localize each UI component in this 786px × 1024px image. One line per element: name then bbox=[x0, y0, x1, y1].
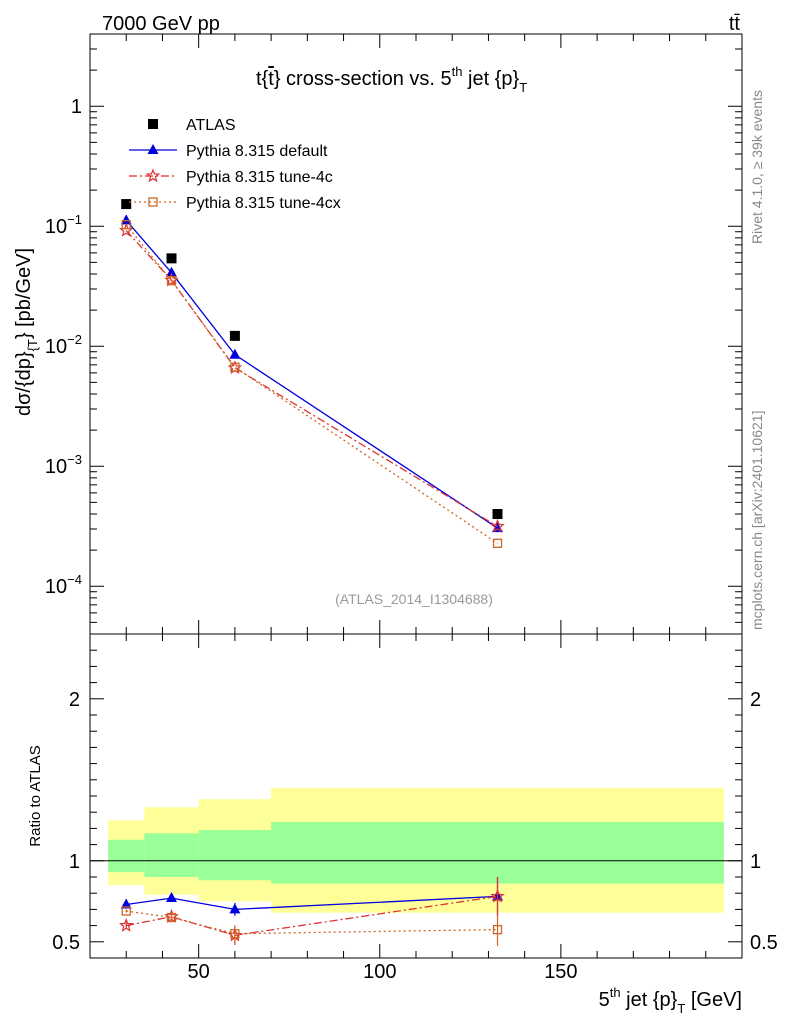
ratio-tick-label-right: 2 bbox=[750, 689, 761, 711]
series-0-point bbox=[166, 266, 177, 277]
ratio-2-point bbox=[121, 906, 131, 916]
series-1-point bbox=[490, 518, 505, 533]
plot-title: t{t} cross-section vs. 5th jet {p}T bbox=[256, 64, 527, 95]
rivet-label: Rivet 4.1.0, ≥ 39k events bbox=[749, 90, 765, 244]
legend-marker-1 bbox=[147, 144, 159, 154]
ratio-0-point bbox=[229, 903, 241, 914]
legend-label-2: Pythia 8.315 tune-4c bbox=[186, 169, 333, 186]
ratio-tick-label-left: 0.5 bbox=[52, 932, 80, 954]
svg-text:Ratio to ATLAS: Ratio to ATLAS bbox=[27, 745, 44, 846]
data-point bbox=[492, 509, 503, 519]
ratio-0-point bbox=[166, 892, 177, 903]
y-tick-label: 1 bbox=[71, 96, 82, 118]
legend: ATLAS Pythia 8.315 default Pythia 8.315 tu… bbox=[129, 117, 341, 212]
series-0-point bbox=[229, 348, 241, 359]
x-tick-label: 50 bbox=[188, 961, 210, 983]
band-green bbox=[198, 830, 272, 881]
ratio-line-2 bbox=[126, 910, 498, 935]
ratio-axis-label: Ratio to ATLAS bbox=[27, 745, 44, 846]
svg-text:dσ/{dp}{T} [pb/GeV]: dσ/{dp}{T} [pb/GeV] bbox=[13, 248, 40, 416]
ratio-tick-label-right: 0.5 bbox=[750, 932, 778, 954]
legend-marker-3 bbox=[148, 197, 158, 207]
ratio-1-point bbox=[118, 917, 134, 932]
ratio-line-0 bbox=[126, 895, 498, 911]
series-2-point bbox=[492, 538, 503, 548]
header-left: 7000 GeV pp bbox=[102, 13, 220, 35]
ratio-2-point bbox=[492, 925, 503, 935]
band-green bbox=[271, 821, 724, 884]
series-2-point bbox=[230, 362, 240, 372]
series-2-point bbox=[121, 220, 131, 230]
legend-marker-0 bbox=[148, 119, 158, 129]
x-axis-label: 5th jet {p}T [GeV] bbox=[599, 985, 742, 1016]
data-point bbox=[166, 253, 177, 264]
legend-label-1: Pythia 8.315 default bbox=[186, 143, 328, 160]
mcplots-label: mcplots.cern.ch [arXiv:2401.10621] bbox=[749, 411, 765, 630]
y-tick-label: 10−2 bbox=[45, 332, 82, 358]
x-tick-label: 100 bbox=[363, 961, 396, 983]
y-tick-label: 10−1 bbox=[45, 212, 82, 238]
ratio-1-point bbox=[490, 888, 505, 903]
data-point bbox=[229, 330, 240, 341]
ratio-tick-label-right: 1 bbox=[750, 851, 761, 873]
series-2-point bbox=[166, 276, 177, 286]
band-green bbox=[108, 839, 145, 873]
legend-label-0: ATLAS bbox=[186, 117, 236, 134]
legend-marker-2 bbox=[145, 168, 161, 183]
series-0-point bbox=[120, 214, 132, 225]
y-tick-label: 10−4 bbox=[45, 572, 82, 598]
analysis-watermark: (ATLAS_2014_I1304688) bbox=[335, 591, 493, 607]
y-tick-label: 10−3 bbox=[45, 452, 82, 478]
data-point bbox=[121, 199, 132, 210]
series-line-0 bbox=[125, 219, 498, 529]
main-panel: 1 10−1 10−2 10−3 10−4 t{t} cross-section vs.… bbox=[13, 33, 743, 635]
ratio-2-point bbox=[230, 929, 240, 939]
legend-label-3: Pythia 8.315 tune-4cx bbox=[186, 195, 341, 212]
x-tick-label: 150 bbox=[544, 961, 577, 983]
ratio-2-point bbox=[166, 912, 177, 923]
y-axis-label: dσ/{dp}{T} [pb/GeV] bbox=[13, 248, 40, 416]
band-green bbox=[144, 833, 199, 877]
series-line-1 bbox=[125, 230, 498, 527]
ratio-tick-label-left: 1 bbox=[69, 851, 80, 873]
ratio-line-1 bbox=[126, 895, 498, 936]
ratio-panel: 0.5 0.5 1 1 2 2 50 100 150 Ratio to ATLAS bbox=[27, 633, 778, 983]
ratio-tick-label-left: 2 bbox=[69, 689, 80, 711]
header-right: tt̄ bbox=[729, 13, 741, 35]
ratio-0-point bbox=[120, 898, 132, 909]
series-line-2 bbox=[125, 224, 498, 544]
